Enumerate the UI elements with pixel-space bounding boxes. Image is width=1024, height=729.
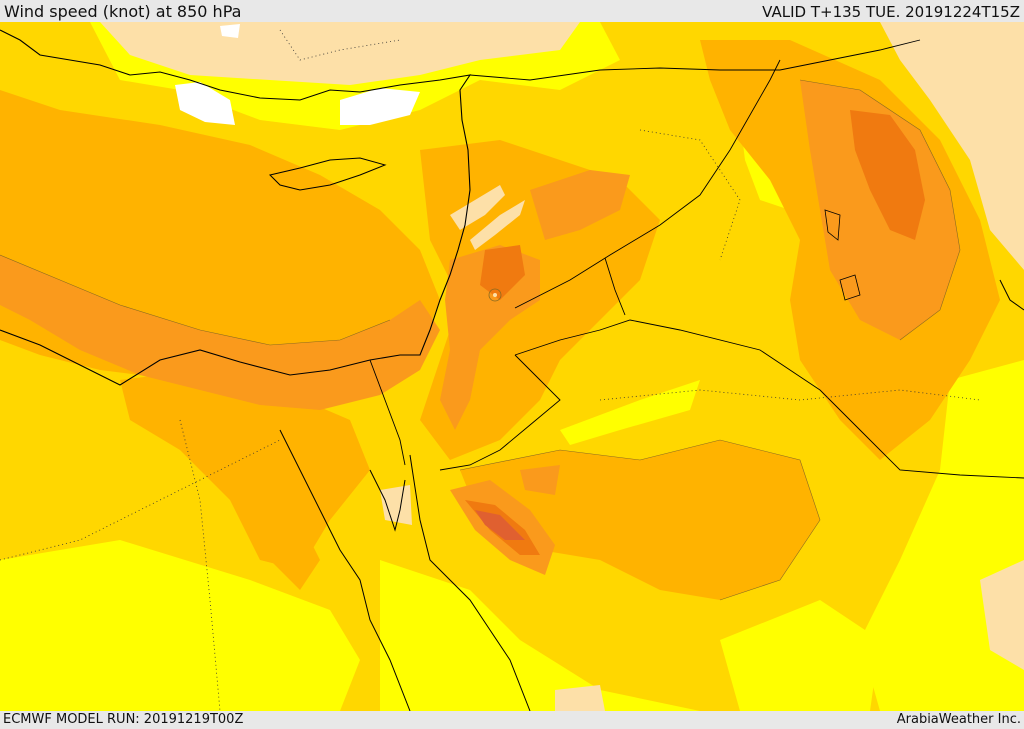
contour-line-1 (0, 254, 391, 346)
contour-line-2 (799, 79, 961, 341)
field-very-low-ne (880, 22, 1024, 270)
map-title: Wind speed (knot) at 850 hPa (4, 2, 242, 21)
border-saudi-jordan-south (439, 354, 561, 471)
border-syria-iraq (514, 59, 781, 309)
field-low-south (380, 560, 700, 711)
field-low-southwest (0, 540, 360, 711)
wind-speed-map (0, 22, 1024, 711)
field-high-levant (440, 245, 540, 430)
field-very-low-turkey (100, 22, 580, 85)
map-canvas (0, 22, 1024, 711)
coastline-gulf (999, 279, 1024, 311)
border-jordan-saudi (514, 319, 1024, 479)
field-calm-2 (340, 88, 420, 125)
border-sinai (369, 359, 406, 466)
field-pale-levant-1 (450, 185, 505, 230)
field-very-high-iraq (850, 110, 925, 240)
coastline-redsea-west (279, 429, 411, 711)
field-calm-1 (175, 82, 235, 125)
admin-boundary-4 (279, 29, 401, 61)
field-calm-3 (220, 24, 240, 38)
field-max-saudi (475, 510, 525, 540)
field-low-east (860, 360, 1024, 711)
admin-boundary-3 (639, 129, 741, 261)
border-turkey-south (469, 39, 921, 81)
border-iraq-jordan (604, 257, 626, 316)
field-very-high-jordan (480, 245, 525, 300)
field-high-syria (530, 170, 630, 240)
field-very-low-south (555, 685, 605, 711)
contour-line-3 (459, 439, 821, 601)
lake-iraq (839, 274, 861, 301)
island-1 (488, 288, 502, 302)
island-2 (493, 293, 497, 297)
credit: ArabiaWeather Inc. (896, 712, 1021, 727)
field-pale-levant-2 (470, 200, 525, 250)
field-elevated-redsea (270, 500, 320, 590)
field-very-low-sinai (380, 485, 412, 525)
admin-boundary-5 (179, 419, 221, 711)
coastline-redsea-east (409, 454, 531, 711)
field-low-band (560, 380, 700, 445)
header-bar: Wind speed (knot) at 850 hPa VALID T+135… (0, 0, 1024, 22)
field-high-med-band (0, 255, 440, 410)
valid-time: VALID T+135 TUE. 20191224T15Z (762, 3, 1020, 21)
field-low-southeast (720, 600, 880, 711)
coastline-cyprus (269, 157, 387, 191)
field-elevated-egypt (120, 370, 370, 570)
field-high-saudi-2 (520, 465, 560, 495)
coastline-aqaba (369, 469, 406, 532)
admin-boundary-2 (599, 389, 981, 401)
lake-iraq-2 (824, 209, 841, 241)
footer-bar: ECMWF MODEL RUN: 20191219T00Z ArabiaWeat… (0, 711, 1024, 729)
field-very-low-se (980, 560, 1024, 670)
coastline-mediterranean (0, 29, 472, 386)
model-run: ECMWF MODEL RUN: 20191219T00Z (3, 712, 244, 727)
